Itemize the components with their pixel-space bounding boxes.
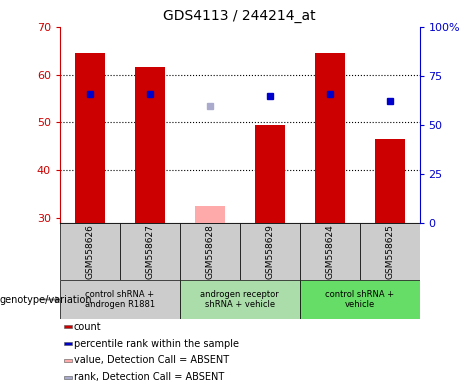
- Bar: [180, 280, 300, 319]
- Bar: [75, 53, 105, 223]
- Bar: [120, 223, 180, 280]
- Bar: [314, 53, 344, 223]
- Bar: [60, 223, 120, 280]
- Text: GSM558625: GSM558625: [385, 224, 394, 279]
- Text: GSM558626: GSM558626: [85, 224, 95, 279]
- Text: genotype/variation: genotype/variation: [0, 295, 93, 305]
- Text: GSM558627: GSM558627: [145, 224, 154, 279]
- Bar: [300, 280, 420, 319]
- Bar: [64, 359, 72, 362]
- Text: androgen receptor
shRNA + vehicle: androgen receptor shRNA + vehicle: [201, 290, 279, 309]
- Bar: [360, 223, 420, 280]
- Bar: [64, 376, 72, 379]
- Text: GSM558629: GSM558629: [265, 224, 274, 279]
- Bar: [180, 223, 240, 280]
- Bar: [254, 125, 284, 223]
- Text: control shRNA +
androgen R1881: control shRNA + androgen R1881: [85, 290, 155, 309]
- Text: value, Detection Call = ABSENT: value, Detection Call = ABSENT: [74, 356, 229, 366]
- Bar: [64, 342, 72, 345]
- Bar: [64, 325, 72, 328]
- Bar: [240, 223, 300, 280]
- Text: count: count: [74, 321, 101, 331]
- Bar: [135, 68, 165, 223]
- Title: GDS4113 / 244214_at: GDS4113 / 244214_at: [163, 9, 316, 23]
- Bar: [374, 139, 404, 223]
- Text: GSM558628: GSM558628: [205, 224, 214, 279]
- Bar: [195, 206, 225, 223]
- Text: rank, Detection Call = ABSENT: rank, Detection Call = ABSENT: [74, 372, 224, 382]
- Text: control shRNA +
vehicle: control shRNA + vehicle: [325, 290, 394, 309]
- Text: GSM558624: GSM558624: [325, 224, 334, 279]
- Bar: [60, 280, 180, 319]
- Text: percentile rank within the sample: percentile rank within the sample: [74, 339, 239, 349]
- Bar: [300, 223, 360, 280]
